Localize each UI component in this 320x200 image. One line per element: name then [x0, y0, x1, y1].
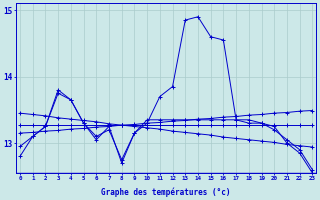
X-axis label: Graphe des températures (°c): Graphe des températures (°c) [101, 187, 231, 197]
